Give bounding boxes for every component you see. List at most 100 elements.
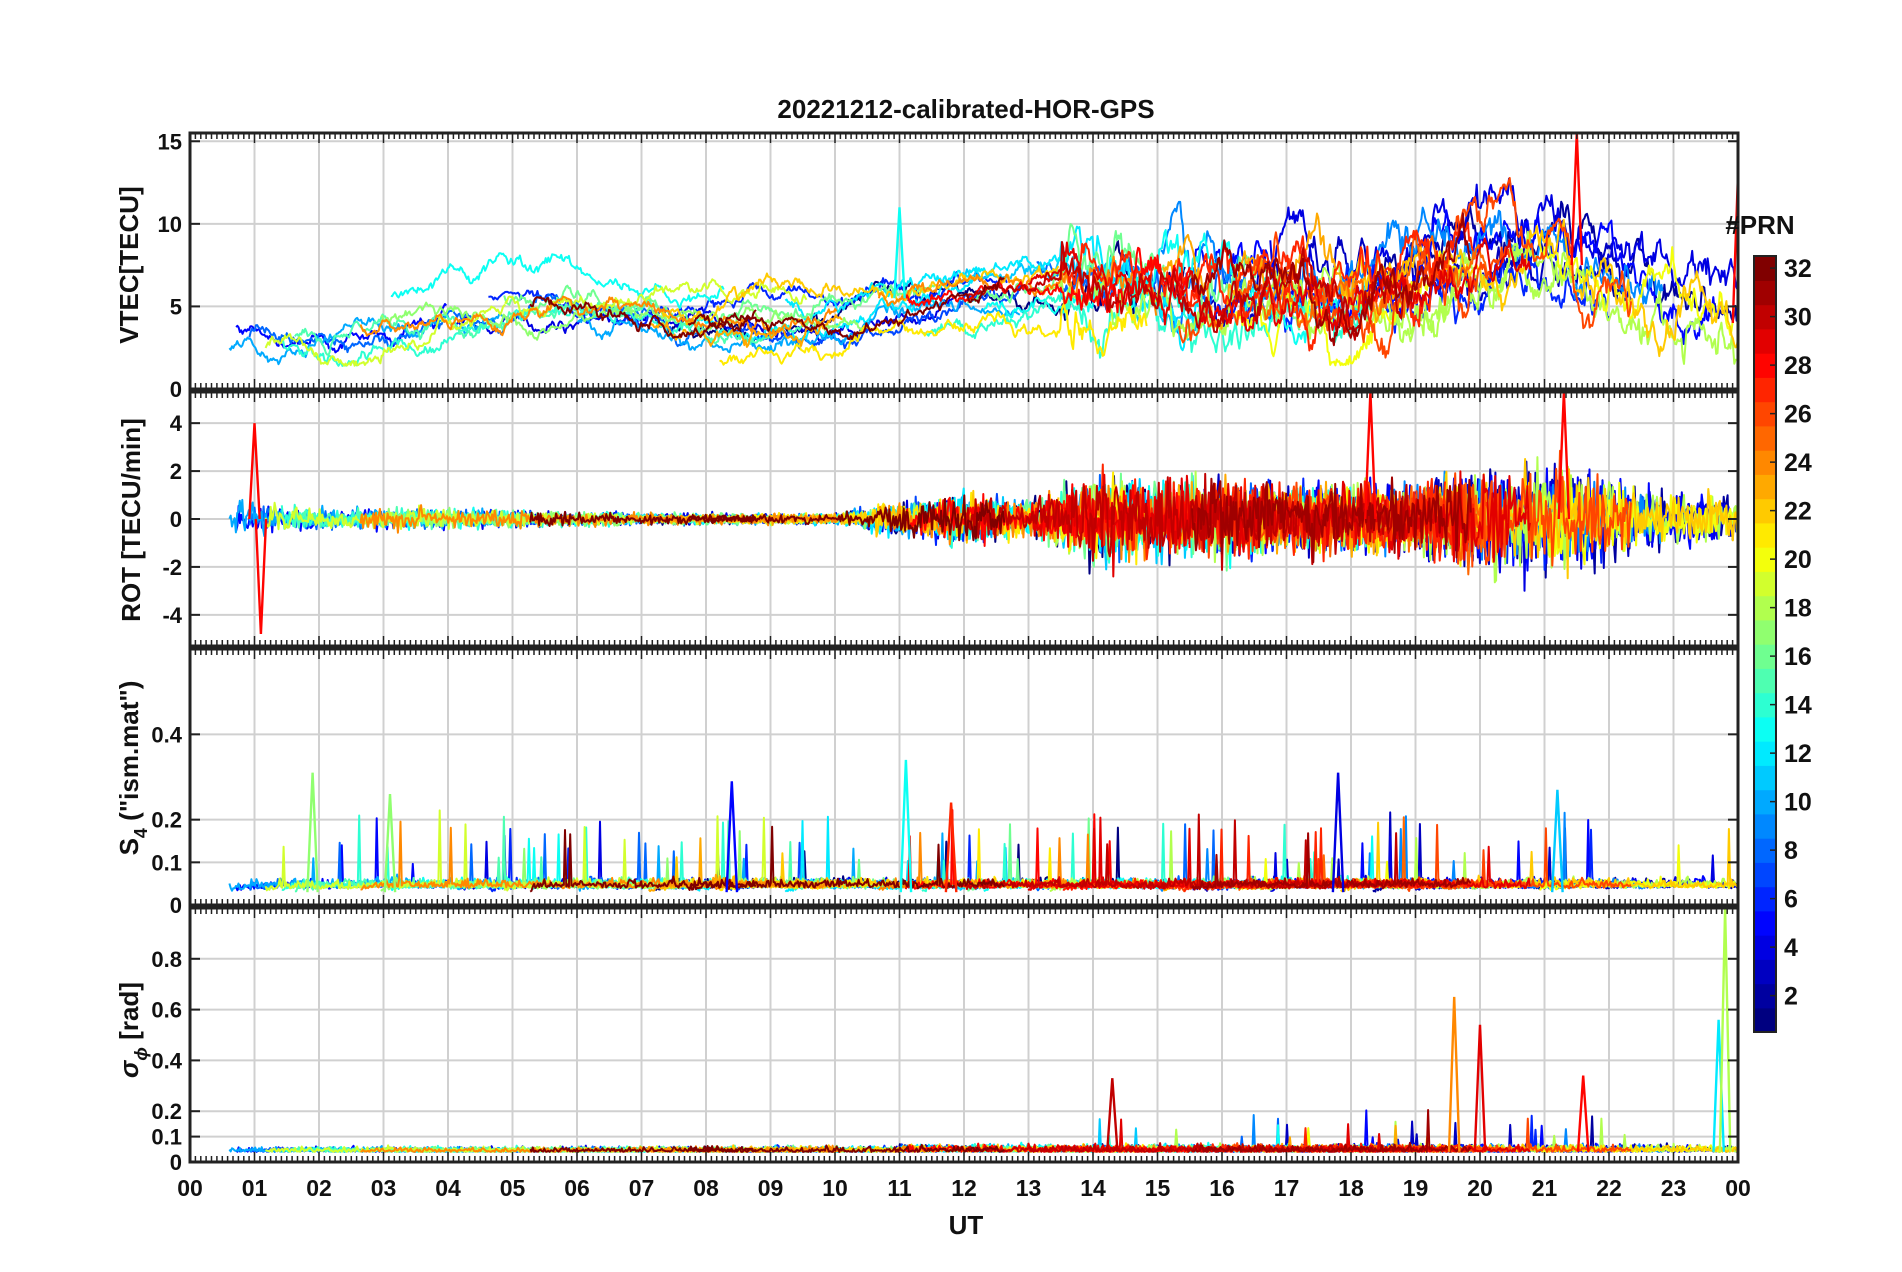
sigma-label-rest: [rad]: [114, 982, 144, 1047]
s4-y-ticks: 0 0.1 0.2 0.4: [151, 722, 1738, 918]
vtec-minor-ticks: [189, 133, 1739, 389]
vtec-series-prn-32: [687, 276, 1005, 341]
xtick-label: 04: [435, 1175, 461, 1201]
xtick-label: 07: [629, 1175, 655, 1201]
rot-notable-peak: [248, 423, 261, 520]
sigma_phi-series-prn-31: [1191, 1109, 1472, 1153]
vtec-series-prn-19: [264, 303, 506, 367]
s4-tick-marks: [189, 649, 1739, 905]
x-tick-labels: 00 01 02 03 04 05 06 07 08 09 10 11 12 13 14 15 16 17 18 19…: [177, 1175, 1751, 1201]
colorbar-tick-label: 28: [1784, 352, 1812, 380]
rot-y-ticks: -4 -2 0 2 4: [162, 411, 1738, 628]
s4-panel: 0 0.1 0.2 0.4: [151, 647, 1740, 918]
sigma_phi-ytick-label: 0.6: [151, 998, 182, 1023]
s4-series-prn-31: [1191, 832, 1472, 891]
vtec-panel: 0 5 10 15: [158, 129, 1740, 402]
sigma_phi-grid: [190, 908, 1738, 1162]
vtec-series-prn-30: [965, 241, 1410, 341]
vtec-series-prn-31: [1191, 212, 1472, 347]
colorbar-tick-label: 32: [1784, 255, 1812, 283]
colorbar-tick-label: 14: [1784, 692, 1812, 720]
xtick-label: 14: [1080, 1175, 1106, 1201]
s4-notable-peak: [1551, 789, 1564, 893]
sigma_phi-traces: [228, 908, 1738, 1153]
y-axis-label-vtec: VTEC[TECU]: [114, 186, 144, 343]
vtec-notable-peak: [893, 207, 906, 299]
colorbar-swatch-prn-12: [1754, 741, 1776, 766]
rot-ytick-label: -4: [162, 603, 182, 628]
chart-title: 20221212-calibrated-HOR-GPS: [777, 94, 1154, 124]
vtec-ytick-label: 15: [158, 129, 182, 154]
colorbar-swatch-prn-28: [1754, 353, 1776, 378]
xtick-label: 17: [1274, 1175, 1300, 1201]
sigma_phi-notable-peak: [1106, 1078, 1119, 1152]
colorbar-swatch-prn-32: [1754, 256, 1776, 281]
colorbar-swatch-prn-26: [1754, 401, 1776, 427]
colorbar-swatch-prn-24: [1754, 450, 1776, 475]
rot-series-prn-30: [965, 472, 1410, 571]
colorbar-swatch-prn-2: [1754, 983, 1776, 1009]
colorbar-swatch-prn-3: [1754, 959, 1776, 985]
vtec-ytick-label: 10: [158, 212, 182, 237]
sigma_phi-ytick-label: 0.1: [151, 1125, 182, 1150]
x-axis-label: UT: [949, 1210, 984, 1240]
s4-notable-peak: [1331, 772, 1345, 893]
colorbar-swatch-prn-31: [1754, 280, 1776, 306]
rot-notable-peak: [1364, 392, 1377, 520]
xtick-label: 12: [951, 1175, 977, 1201]
rot-tick-marks: [189, 392, 1739, 646]
rot-traces: [228, 392, 1738, 635]
colorbar-swatch-prn-15: [1754, 668, 1776, 694]
xtick-label: 19: [1403, 1175, 1429, 1201]
s4-series-prn-32: [687, 825, 1005, 891]
sigma_phi-series-prn-32: [529, 1145, 757, 1153]
s4-label-subscript: 4: [131, 828, 151, 838]
colorbar-tick-label: 16: [1784, 643, 1812, 671]
s4-ytick-label: 0: [170, 893, 182, 918]
s4-notable-peak: [944, 802, 958, 893]
colorbar-swatch-prn-22: [1754, 498, 1776, 524]
sigma-label-subscript: ϕ: [131, 1047, 151, 1061]
colorbar-swatch-prn-16: [1754, 644, 1776, 669]
vtec-notable-peak: [1570, 133, 1584, 266]
vtec-notable-peak: [1731, 174, 1738, 323]
vtec-traces: [228, 133, 1738, 367]
colorbar-swatch-prn-6: [1754, 886, 1776, 912]
s4-label-rest: ("ism.mat"): [114, 681, 144, 828]
rot-notable-peak: [1557, 392, 1571, 520]
sigma_phi-y-ticks: 00.10.2 0.4 0.6 0.8: [151, 947, 1738, 1175]
rot-series-prn-31: [1191, 476, 1472, 564]
colorbar-tick-label: 24: [1784, 449, 1812, 477]
colorbar-tick-label: 4: [1784, 934, 1798, 962]
xtick-label: 20: [1467, 1175, 1493, 1201]
sigma_phi-ytick-label: 0.2: [151, 1099, 182, 1124]
s4-notable-peak: [383, 794, 397, 893]
sigma_phi-notable-peak: [1473, 1024, 1487, 1152]
rot-minor-ticks: [189, 392, 1739, 646]
xtick-label: 00: [1725, 1175, 1751, 1201]
vtec-y-ticks: 0 5 10 15: [158, 129, 1738, 402]
colorbar-swatch-prn-7: [1754, 862, 1776, 888]
sigma_phi-notable-peak: [1718, 908, 1732, 1152]
colorbar-swatch-prn-14: [1754, 692, 1776, 718]
vtec-series-prn-27: [1062, 221, 1474, 312]
vtec-series-prn-2: [1371, 200, 1738, 323]
xtick-label: 23: [1661, 1175, 1687, 1201]
s4-minor-ticks: [189, 649, 1739, 905]
xtick-label: 00: [177, 1175, 203, 1201]
rot-ytick-label: 2: [170, 459, 182, 484]
colorbar-tick-label: 30: [1784, 304, 1812, 332]
colorbar-tick-label: 10: [1784, 789, 1812, 817]
xtick-label: 22: [1596, 1175, 1622, 1201]
colorbar-tick-label: 22: [1784, 498, 1812, 526]
colorbar-swatch-prn-18: [1754, 595, 1776, 621]
colorbar-swatch-prn-10: [1754, 789, 1776, 815]
rot-ytick-label: 0: [170, 507, 182, 532]
sigma-phi-panel: 00.10.2 0.4 0.6 0.8: [151, 906, 1740, 1175]
xtick-label: 10: [822, 1175, 848, 1201]
colorbar-swatch-prn-20: [1754, 547, 1776, 572]
vtec-tick-marks: [189, 133, 1739, 389]
y-axis-label-rot: ROT [TECU/min]: [116, 418, 146, 622]
